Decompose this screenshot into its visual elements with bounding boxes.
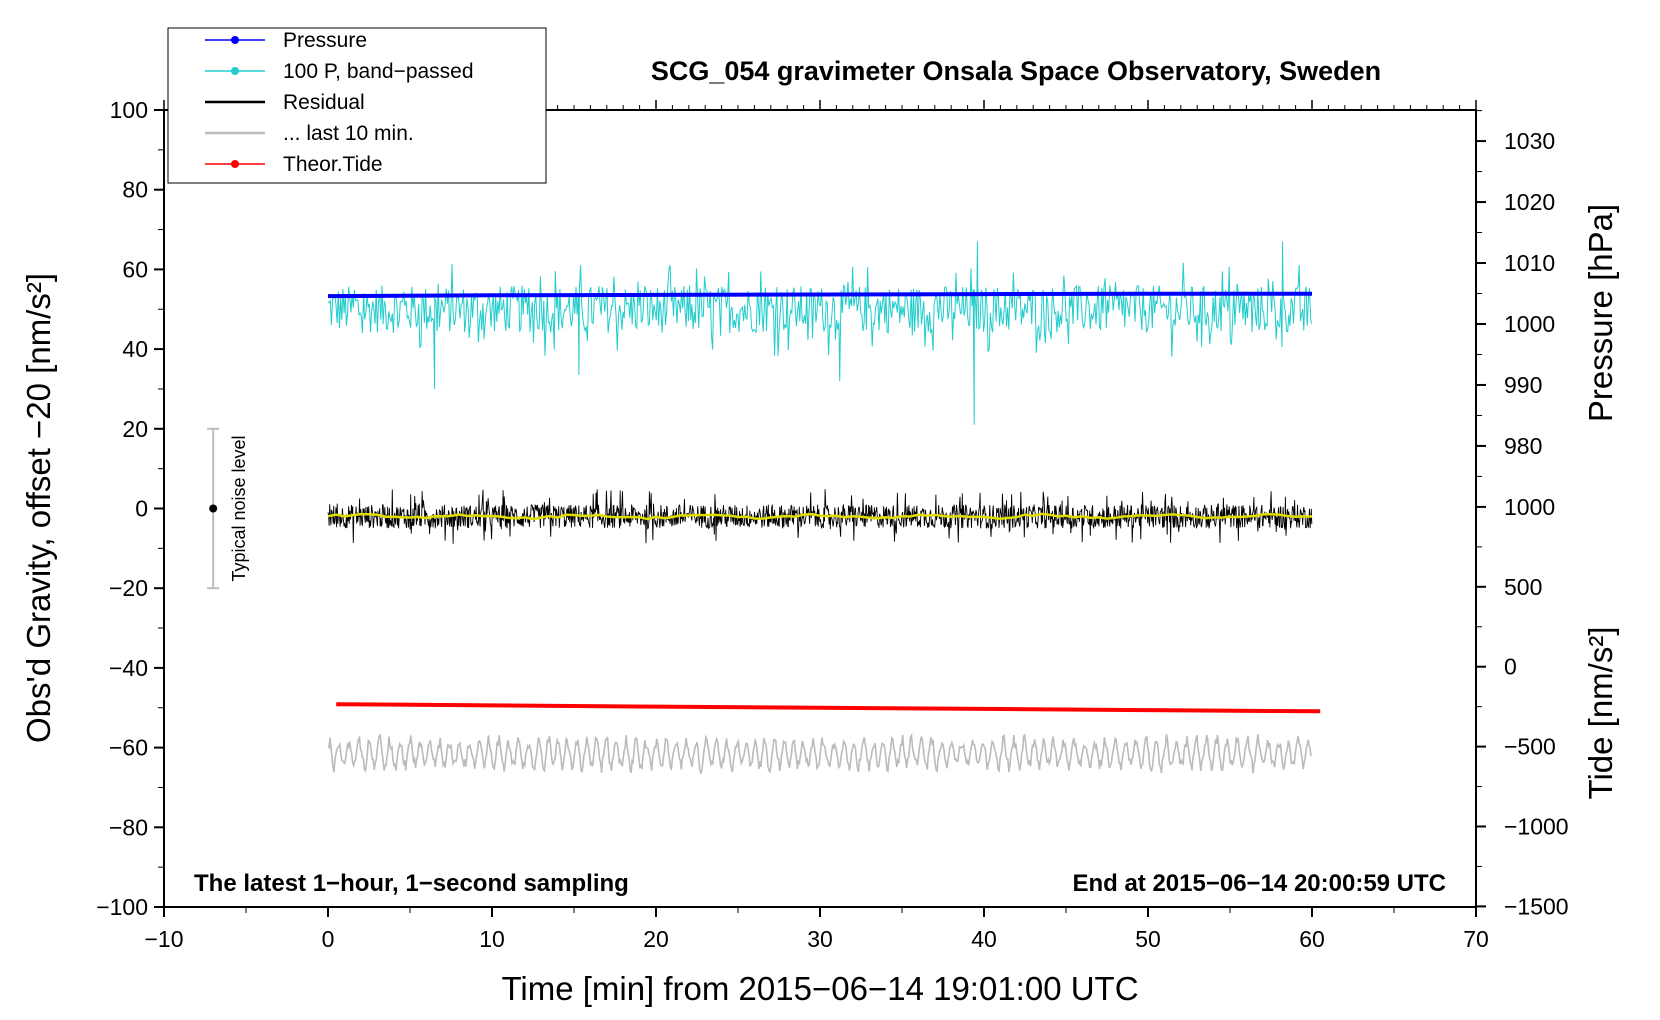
legend-swatch-marker xyxy=(231,36,239,44)
tide-axis-label: Tide [nm/s²] xyxy=(1582,627,1619,800)
tide-line xyxy=(336,702,1321,714)
tide-tick-label: 0 xyxy=(1504,654,1517,680)
left-y-tick-label: 80 xyxy=(122,177,148,203)
noise-level-marker: Typical noise level xyxy=(207,427,249,590)
x-tick-label: 20 xyxy=(643,926,669,952)
pressure-tick-label: 1020 xyxy=(1504,189,1555,215)
left-y-tick-label: 60 xyxy=(122,256,148,282)
end-time-note: End at 2015−06−14 20:00:59 UTC xyxy=(1072,870,1446,897)
pressure-line xyxy=(327,291,1312,299)
x-tick-label: 40 xyxy=(971,926,997,952)
legend-swatch-marker xyxy=(231,160,239,168)
residual-series xyxy=(327,489,1313,544)
last-10-min-series xyxy=(327,732,1312,775)
legend-entry-label: 100 P, band−passed xyxy=(283,60,474,83)
left-y-tick-label: 100 xyxy=(110,97,148,123)
noise-level-label: Typical noise level xyxy=(229,435,249,581)
legend: Pressure 100 P, band−passed Residual ... la… xyxy=(167,27,547,184)
x-tick-label: 30 xyxy=(807,926,833,952)
left-y-axis-ticks: 100 80 60 40 20 0 −20 −40 −60 −80 −100 xyxy=(96,97,164,920)
theoretical-tide-series xyxy=(336,702,1321,714)
tide-tick-label: −1000 xyxy=(1504,814,1569,840)
pressure-series xyxy=(327,291,1312,299)
x-tick-label: 50 xyxy=(1135,926,1161,952)
last-10-min-line xyxy=(327,732,1312,775)
band-passed-pressure-series xyxy=(327,241,1313,425)
legend-entry-label: Residual xyxy=(283,91,365,114)
left-y-tick-label: 0 xyxy=(135,496,148,522)
pressure-tick-label: 980 xyxy=(1504,433,1542,459)
pressure-tick-label: 1030 xyxy=(1504,128,1555,154)
tide-tick-label: 500 xyxy=(1504,574,1542,600)
left-y-tick-label: −40 xyxy=(109,655,148,681)
left-y-tick-label: 40 xyxy=(122,336,148,362)
left-y-tick-label: −100 xyxy=(96,894,148,920)
residual-smoothed-line xyxy=(327,512,1313,521)
pressure-tick-label: 990 xyxy=(1504,372,1542,398)
tide-tick-label: −500 xyxy=(1504,734,1556,760)
left-y-tick-label: −80 xyxy=(109,814,148,840)
legend-entry-label: ... last 10 min. xyxy=(283,122,414,145)
tide-axis-ticks: 1000 500 0 −500 −1000 −1500 xyxy=(1476,494,1569,919)
pressure-tick-label: 1000 xyxy=(1504,311,1555,337)
noise-center-dot xyxy=(209,504,218,513)
legend-entry-label: Pressure xyxy=(283,29,367,52)
band-passed-pressure-line xyxy=(327,241,1313,425)
tide-tick-label: 1000 xyxy=(1504,494,1555,520)
legend-entry-label: Theor.Tide xyxy=(283,153,383,176)
tide-tick-label: −1500 xyxy=(1504,893,1569,919)
x-tick-label: 70 xyxy=(1463,926,1489,952)
pressure-axis-label: Pressure [hPa] xyxy=(1582,204,1619,422)
plot-frame xyxy=(163,109,1477,908)
residual-line xyxy=(327,489,1313,544)
left-y-axis-label: Obs'd Gravity, offset −20 [nm/s²] xyxy=(20,273,57,743)
x-axis-label: Time [min] from 2015−06−14 19:01:00 UTC xyxy=(501,970,1138,1007)
legend-swatch-marker xyxy=(231,67,239,75)
sampling-note: The latest 1−hour, 1−second sampling xyxy=(194,870,629,897)
pressure-tick-label: 1010 xyxy=(1504,250,1555,276)
x-tick-label: 10 xyxy=(479,926,505,952)
x-tick-label: −10 xyxy=(144,926,183,952)
pressure-axis-ticks: 1030 1020 1010 1000 990 980 xyxy=(1476,128,1555,459)
chart-title: SCG_054 gravimeter Onsala Space Observat… xyxy=(651,56,1381,86)
x-tick-label: 0 xyxy=(322,926,335,952)
x-tick-label: 60 xyxy=(1299,926,1325,952)
left-y-tick-label: −20 xyxy=(109,575,148,601)
left-y-tick-label: 20 xyxy=(122,416,148,442)
x-axis-ticks: −10 0 10 20 30 40 50 60 70 xyxy=(144,907,1489,952)
left-y-tick-label: −60 xyxy=(109,735,148,761)
